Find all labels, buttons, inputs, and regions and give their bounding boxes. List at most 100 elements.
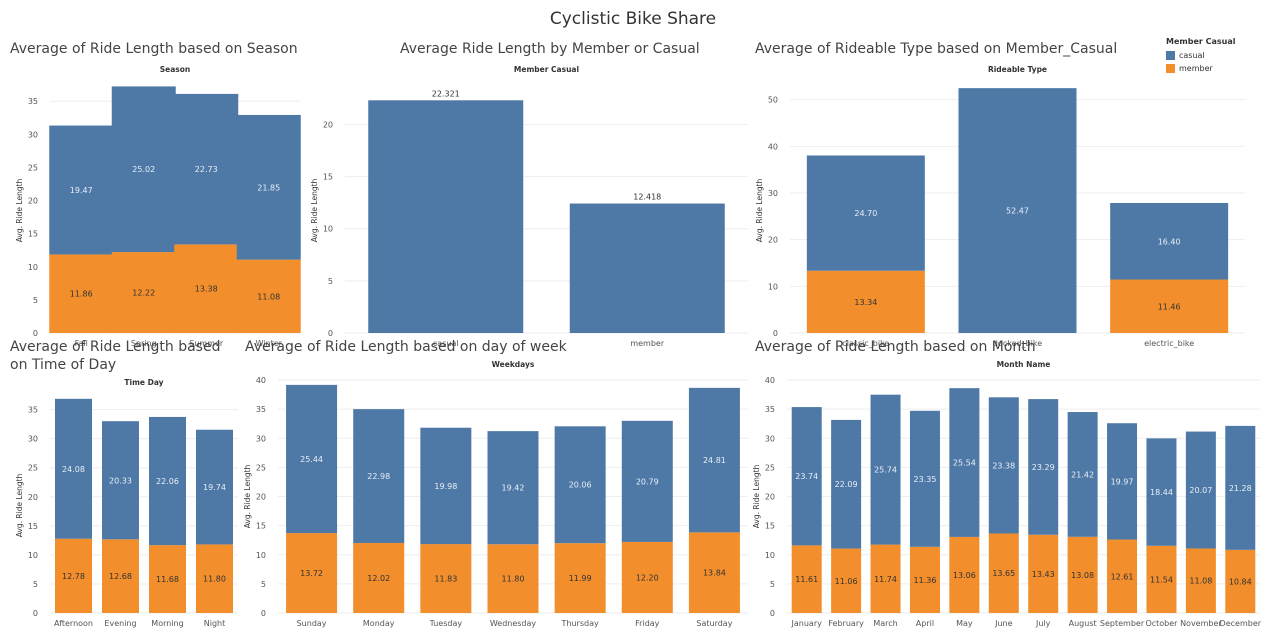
bar-member: [1225, 549, 1256, 613]
data-label-member: 13.84: [703, 569, 726, 578]
panel-season: Average of Ride Length based on Season S…: [10, 40, 305, 348]
bar-member: [49, 254, 114, 333]
data-label-casual: 23.29: [1032, 463, 1055, 472]
panel-title-member-casual: Average Ride Length by Member or Casual: [400, 41, 700, 57]
bar-casual: [1067, 412, 1098, 537]
data-label-member: 10.84: [1229, 577, 1252, 586]
y-tick-label: 20: [323, 120, 333, 129]
y-tick-label: 0: [770, 609, 775, 618]
x-tick-label: Saturday: [696, 619, 732, 628]
legend-swatch-casual: [1166, 51, 1175, 60]
panel-title-month: Average of Ride Length based on Month: [755, 339, 1036, 355]
x-tick-label: July: [1035, 619, 1051, 628]
y-tick-label: 30: [768, 189, 778, 198]
x-tick-label: June: [994, 619, 1013, 628]
bar-total: [368, 100, 524, 333]
data-label-member: 12.02: [367, 574, 390, 583]
bar-member: [688, 532, 740, 613]
bar-casual: [149, 416, 186, 546]
x-tick-label: Spring: [131, 339, 157, 348]
y-tick-label: 25: [28, 163, 38, 172]
data-label-casual: 20.06: [569, 481, 592, 490]
data-label-member: 13.08: [1071, 571, 1094, 580]
x-tick-label: Friday: [635, 619, 660, 628]
data-label-member: 13.06: [953, 571, 976, 580]
y-tick-label: 0: [33, 609, 38, 618]
bar-casual: [420, 427, 472, 545]
x-tick-label: electric_bike: [1144, 339, 1194, 348]
panel-time-of-day: Average of Ride Length based on Time of …: [10, 338, 240, 628]
chart-time-of-day: Time Day 0 5 10 15 20 25 30 35 Avg. Ride Length 12…: [15, 378, 238, 628]
legend-item-casual[interactable]: casual: [1166, 49, 1235, 62]
y-tick-label: 10: [768, 282, 778, 291]
y-tick-label: 30: [256, 434, 266, 443]
data-label-casual: 21.28: [1229, 484, 1252, 493]
panel-weekday: Average of Ride Length based on day of w…: [243, 338, 750, 628]
data-label-member: 13.65: [992, 569, 1015, 578]
x-tick-label: March: [873, 619, 897, 628]
bar-total: [569, 203, 725, 333]
y-tick-label: 30: [28, 435, 38, 444]
data-label-member: 12.20: [636, 573, 659, 582]
x-tick-label: April: [916, 619, 934, 628]
legend-item-member[interactable]: member: [1166, 62, 1235, 75]
bar-casual: [286, 384, 338, 534]
panel-title-time-of-day: Average of Ride Length based on Time of …: [10, 339, 221, 373]
x-tick-label: casual: [433, 339, 459, 348]
y-tick-label: 15: [256, 522, 266, 531]
chart-month: Month Name 0 5 10 15 20 25 30 35 40 Avg. Ride Leng…: [752, 360, 1262, 628]
bar-casual: [1110, 202, 1229, 280]
y-axis-label: Avg. Ride Length: [755, 178, 764, 242]
x-tick-label: December: [1220, 619, 1262, 628]
bar-member: [1028, 534, 1059, 613]
bar-member: [487, 544, 539, 613]
bar-member: [55, 538, 92, 613]
x-tick-label: Evening: [104, 619, 136, 628]
bar-member: [420, 544, 472, 613]
bar-member: [102, 539, 139, 613]
data-label-member: 11.46: [1158, 302, 1181, 311]
data-label-casual: 19.74: [203, 483, 226, 492]
data-label-member: 12.78: [62, 572, 85, 581]
bar-casual: [174, 93, 239, 245]
bar-casual: [487, 431, 539, 545]
data-label-casual: 24.08: [62, 465, 85, 474]
bar-casual: [236, 114, 301, 260]
panel-title-weekday: Average of Ride Length based on day of w…: [245, 339, 567, 355]
panel-member-casual: Average Ride Length by Member or Casual …: [305, 40, 750, 348]
y-tick-label: 35: [256, 405, 266, 414]
bar-casual: [1146, 438, 1177, 546]
data-label-casual: 19.47: [70, 186, 93, 195]
data-label-casual: 18.44: [1150, 488, 1173, 497]
data-label-member: 11.08: [1189, 577, 1212, 586]
legend: Member Casual casual member: [1166, 37, 1235, 75]
x-tick-label: Fall: [75, 339, 88, 348]
chart-header: Weekdays: [492, 360, 535, 369]
panel-month: Average of Ride Length based on Month Mo…: [752, 338, 1262, 628]
y-tick-label: 15: [28, 230, 38, 239]
data-label-member: 12.61: [1111, 572, 1134, 581]
data-label-casual: 22.09: [835, 480, 858, 489]
bar-casual: [958, 88, 1077, 333]
bar-member: [949, 536, 980, 613]
y-tick-label: 35: [28, 406, 38, 415]
data-label-casual: 21.85: [257, 183, 280, 192]
y-tick-label: 20: [28, 493, 38, 502]
bar-casual: [806, 155, 925, 271]
data-label-member: 11.61: [795, 575, 818, 584]
x-tick-label: Afternoon: [54, 619, 93, 628]
bar-member: [1107, 539, 1138, 613]
data-label-casual: 23.74: [795, 472, 818, 481]
data-label-member: 13.38: [195, 285, 218, 294]
bar-member: [831, 548, 862, 613]
bar-member: [1110, 279, 1229, 333]
bar-member: [791, 545, 822, 613]
y-tick-label: 20: [768, 236, 778, 245]
x-tick-label: Monday: [363, 619, 395, 628]
y-tick-label: 20: [765, 493, 775, 502]
y-tick-label: 50: [768, 96, 778, 105]
x-tick-label: January: [791, 619, 823, 628]
bar-member: [353, 542, 405, 613]
data-label-casual: 23.38: [992, 461, 1015, 470]
bar-casual: [949, 388, 980, 537]
